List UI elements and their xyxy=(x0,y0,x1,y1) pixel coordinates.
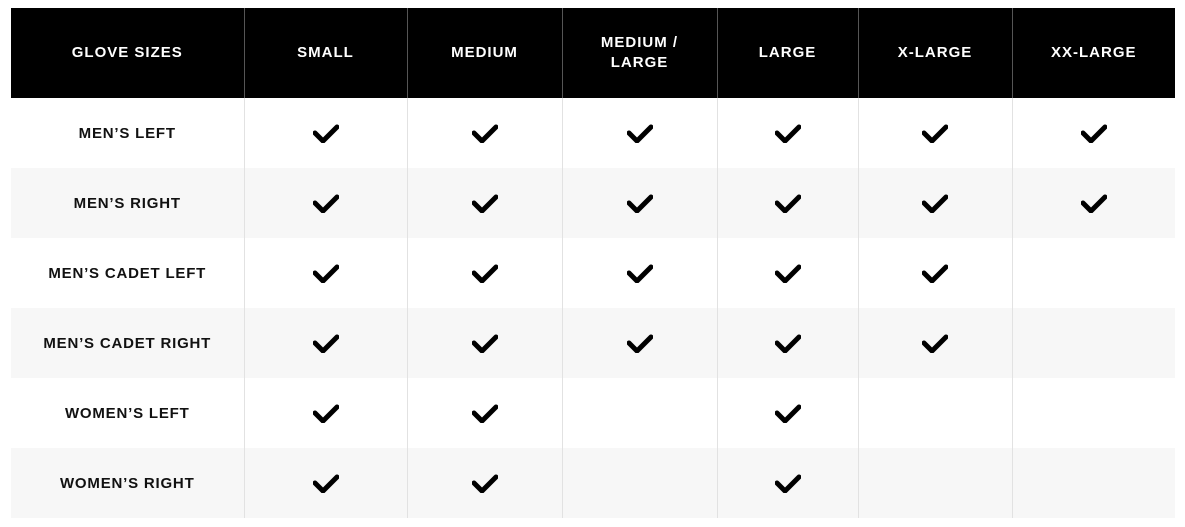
checkmark-icon xyxy=(471,124,498,143)
size-cell xyxy=(243,238,407,308)
checkmark-icon xyxy=(774,124,801,143)
size-cell xyxy=(406,98,562,168)
column-header: X-LARGE xyxy=(857,8,1012,98)
size-cell xyxy=(243,308,407,378)
size-cell xyxy=(1011,238,1175,308)
checkmark-icon xyxy=(774,404,801,423)
size-cell xyxy=(561,238,717,308)
size-cell xyxy=(716,378,858,448)
size-cell xyxy=(857,448,1012,518)
size-cell xyxy=(561,168,717,238)
table-row: MEN’S CADET LEFT xyxy=(11,238,1175,308)
size-cell xyxy=(1011,168,1175,238)
column-header: XX-LARGE xyxy=(1011,8,1175,98)
column-header: MEDIUM / LARGE xyxy=(561,8,717,98)
checkmark-icon xyxy=(312,124,339,143)
size-cell xyxy=(857,378,1012,448)
size-cell xyxy=(406,168,562,238)
size-cell xyxy=(1011,308,1175,378)
size-cell xyxy=(243,378,407,448)
checkmark-icon xyxy=(312,334,339,353)
checkmark-icon xyxy=(471,334,498,353)
row-label: MEN’S LEFT xyxy=(78,124,176,142)
checkmark-icon xyxy=(471,194,498,213)
size-cell xyxy=(1011,378,1175,448)
size-cell xyxy=(857,168,1012,238)
size-cell xyxy=(561,448,717,518)
checkmark-icon xyxy=(471,264,498,283)
column-header: LARGE xyxy=(716,8,858,98)
checkmark-icon xyxy=(312,264,339,283)
size-cell xyxy=(243,168,407,238)
checkmark-icon xyxy=(922,124,948,143)
table-row: MEN’S RIGHT xyxy=(11,168,1175,238)
checkmark-icon xyxy=(312,474,339,493)
column-header: MEDIUM xyxy=(406,8,562,98)
size-cell xyxy=(406,378,562,448)
checkmark-icon xyxy=(471,404,498,423)
size-cell xyxy=(716,98,858,168)
size-cell xyxy=(1011,448,1175,518)
size-cell xyxy=(406,308,562,378)
glove-size-chart: GLOVE SIZES SMALL MEDIUM MEDIUM / LARGE LARG… xyxy=(11,8,1175,518)
size-cell xyxy=(243,448,407,518)
size-cell xyxy=(857,238,1012,308)
checkmark-icon xyxy=(312,404,339,423)
checkmark-icon xyxy=(922,334,948,353)
checkmark-icon xyxy=(626,124,653,143)
size-cell xyxy=(406,448,562,518)
checkmark-icon xyxy=(312,194,339,213)
size-cell xyxy=(716,168,858,238)
checkmark-icon xyxy=(626,194,653,213)
table-row: MEN’S CADET RIGHT xyxy=(11,308,1175,378)
checkmark-icon xyxy=(626,334,653,353)
checkmark-icon xyxy=(774,474,801,493)
size-cell xyxy=(561,308,717,378)
size-cell xyxy=(857,308,1012,378)
row-label: WOMEN’S LEFT xyxy=(64,404,190,422)
checkmark-icon xyxy=(1080,194,1107,213)
checkmark-icon xyxy=(774,334,801,353)
table-row: MEN’S LEFT xyxy=(11,98,1175,168)
size-cell xyxy=(561,378,717,448)
checkmark-icon xyxy=(774,194,801,213)
row-label: MEN’S CADET RIGHT xyxy=(11,308,244,378)
size-cell xyxy=(716,308,858,378)
table-row: WOMEN’S LEFT xyxy=(11,378,1175,448)
header-row: GLOVE SIZES SMALL MEDIUM MEDIUM / LARGE LARG… xyxy=(11,8,1175,98)
row-label: WOMEN’S RIGHT xyxy=(11,448,244,518)
size-cell xyxy=(243,98,407,168)
column-header: GLOVE SIZES xyxy=(11,8,244,98)
checkmark-icon xyxy=(626,264,653,283)
checkmark-icon xyxy=(774,264,801,283)
size-cell xyxy=(561,98,717,168)
size-cell xyxy=(716,238,858,308)
table-row: WOMEN’S RIGHT xyxy=(11,448,1175,518)
checkmark-icon xyxy=(1080,124,1107,143)
size-cell xyxy=(716,448,858,518)
row-label: MEN’S RIGHT xyxy=(11,168,244,238)
checkmark-icon xyxy=(922,194,948,213)
row-label: MEN’S CADET LEFT xyxy=(48,264,207,282)
checkmark-icon xyxy=(471,474,498,493)
size-cell xyxy=(406,238,562,308)
size-cell xyxy=(857,98,1012,168)
checkmark-icon xyxy=(922,264,948,283)
column-header: SMALL xyxy=(243,8,407,98)
size-cell xyxy=(1011,98,1175,168)
